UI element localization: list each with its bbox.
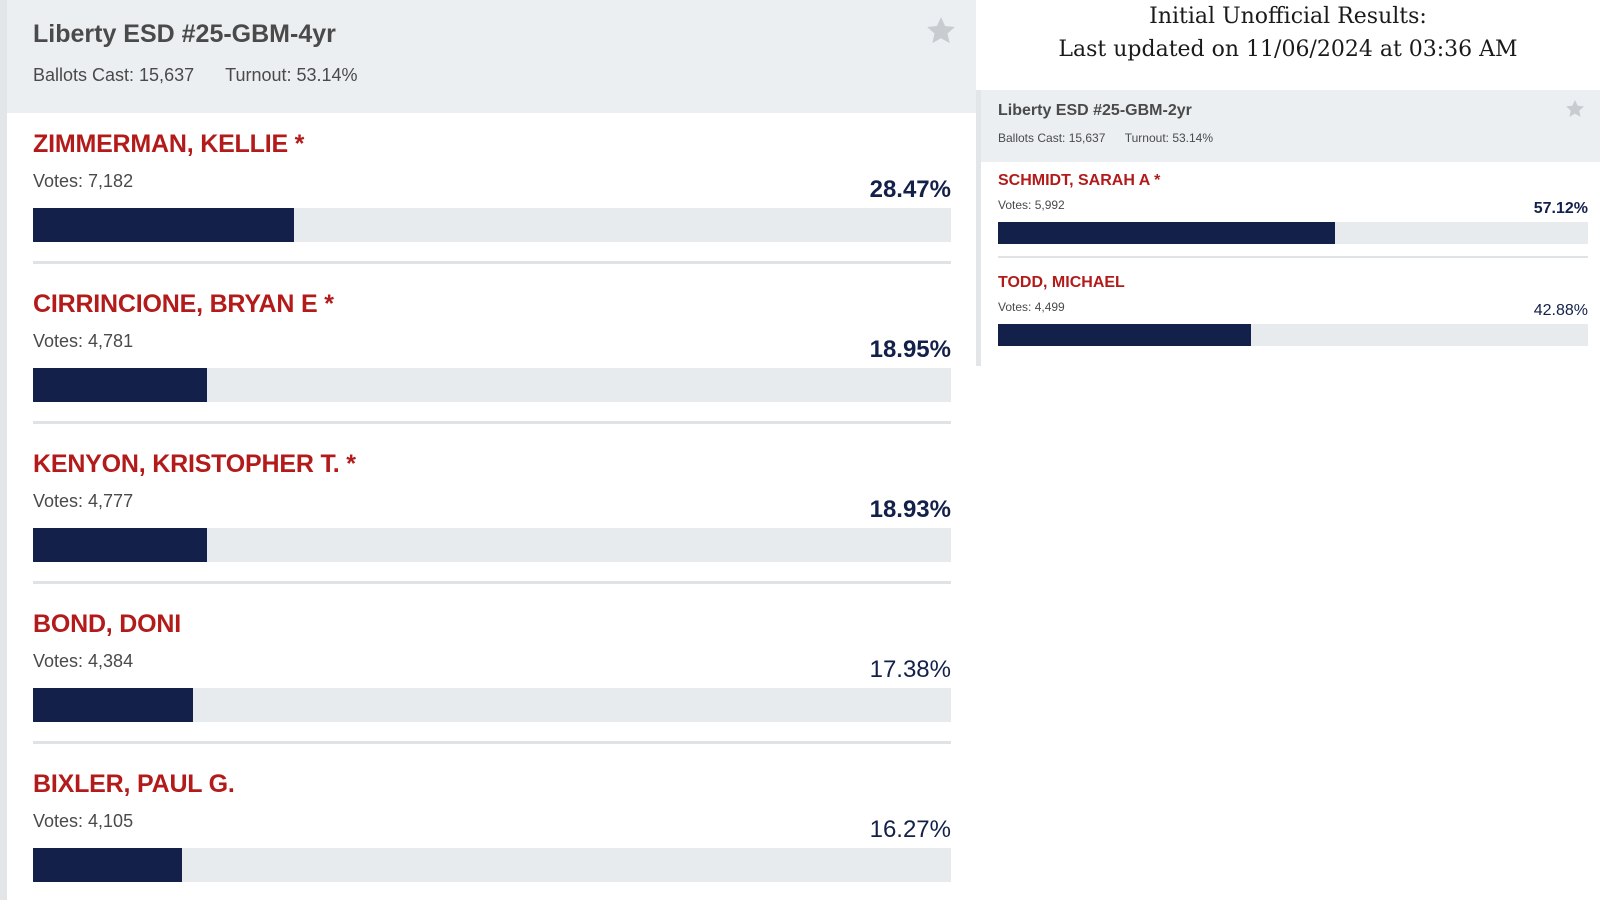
turnout: Turnout: 53.14%	[225, 65, 358, 85]
divider	[33, 741, 951, 744]
candidate-name: CIRRINCIONE, BRYAN E *	[33, 290, 334, 318]
race-stats: Ballots Cast: 15,637 Turnout: 53.14%	[33, 65, 358, 86]
vote-bar-fill	[33, 208, 295, 242]
divider	[33, 581, 951, 584]
candidate-percent: 17.38%	[869, 656, 951, 683]
race-title: Liberty ESD #25-GBM-4yr	[33, 20, 336, 48]
vote-bar	[33, 688, 951, 722]
candidate-row: TODD, MICHAEL Votes: 4,499 42.88%	[998, 264, 1588, 364]
race-title: Liberty ESD #25-GBM-2yr	[998, 102, 1192, 119]
vote-bar-fill	[998, 324, 1251, 346]
candidate-votes: Votes: 4,105	[33, 811, 134, 831]
divider	[998, 256, 1588, 258]
candidate-votes: Votes: 4,384	[33, 651, 134, 671]
race-header: Liberty ESD #25-GBM-2yr Ballots Cast: 15…	[981, 90, 1600, 162]
candidate-votes: Votes: 5,992	[998, 198, 1065, 212]
candidate-percent: 42.88%	[1533, 302, 1588, 319]
star-icon[interactable]	[1564, 98, 1586, 120]
candidate-row: CIRRINCIONE, BRYAN E * Votes: 4,781 18.9…	[33, 276, 951, 436]
ballots-cast: Ballots Cast: 15,637	[998, 131, 1106, 145]
candidate-votes: Votes: 4,781	[33, 331, 134, 351]
candidate-percent: 28.47%	[869, 176, 951, 203]
candidate-row: BOND, DONI Votes: 4,384 17.38%	[33, 596, 951, 756]
candidate-name: TODD, MICHAEL	[998, 274, 1125, 291]
vote-bar	[33, 528, 951, 562]
race-stats: Ballots Cast: 15,637 Turnout: 53.14%	[998, 131, 1213, 145]
candidate-name: SCHMIDT, SARAH A *	[998, 172, 1161, 189]
turnout: Turnout: 53.14%	[1124, 131, 1214, 145]
candidate-percent: 16.27%	[869, 816, 951, 843]
candidate-row: BIXLER, PAUL G. Votes: 4,105 16.27%	[33, 756, 951, 900]
candidate-name: ZIMMERMAN, KELLIE *	[33, 130, 305, 158]
star-icon[interactable]	[924, 14, 958, 48]
vote-bar	[33, 368, 951, 402]
vote-bar	[998, 324, 1588, 346]
vote-bar	[998, 222, 1588, 244]
race-header: Liberty ESD #25-GBM-4yr Ballots Cast: 15…	[7, 0, 976, 113]
candidate-row: SCHMIDT, SARAH A * Votes: 5,992 57.12%	[998, 162, 1588, 262]
candidate-name: BOND, DONI	[33, 610, 182, 638]
race-card-4yr: Liberty ESD #25-GBM-4yr Ballots Cast: 15…	[0, 0, 976, 900]
candidate-percent: 18.93%	[869, 496, 951, 523]
vote-bar-fill	[33, 368, 207, 402]
race-card-2yr: Liberty ESD #25-GBM-2yr Ballots Cast: 15…	[976, 90, 1600, 366]
vote-bar	[33, 208, 951, 242]
candidate-percent: 57.12%	[1533, 200, 1588, 217]
vote-bar-fill	[33, 528, 207, 562]
candidate-row: KENYON, KRISTOPHER T. * Votes: 4,777 18.…	[33, 436, 951, 596]
candidate-votes: Votes: 4,499	[998, 300, 1065, 314]
update-notice-line2: Last updated on 11/06/2024 at 03:36 AM	[1058, 37, 1518, 62]
candidate-name: KENYON, KRISTOPHER T. *	[33, 450, 356, 478]
candidate-votes: Votes: 7,182	[33, 171, 134, 191]
vote-bar-fill	[33, 688, 193, 722]
vote-bar	[33, 848, 951, 882]
candidate-percent: 18.95%	[869, 336, 951, 363]
update-notice-line1: Initial Unofficial Results:	[1149, 4, 1427, 29]
ballots-cast: Ballots Cast: 15,637	[33, 65, 195, 85]
divider	[33, 261, 951, 264]
candidate-name: BIXLER, PAUL G.	[33, 770, 235, 798]
divider	[33, 421, 951, 424]
update-notice: Initial Unofficial Results: Last updated…	[976, 0, 1600, 66]
vote-bar-fill	[33, 848, 183, 882]
candidate-votes: Votes: 4,777	[33, 491, 134, 511]
vote-bar-fill	[998, 222, 1335, 244]
candidate-row: ZIMMERMAN, KELLIE * Votes: 7,182 28.47%	[33, 116, 951, 276]
